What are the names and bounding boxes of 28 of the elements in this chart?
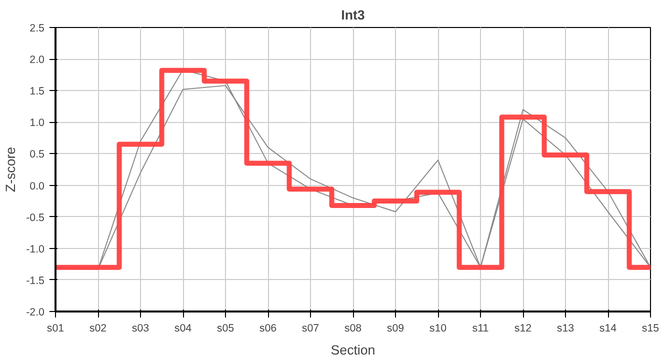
x-tick-label: s06 — [259, 322, 277, 334]
x-tick-label: s08 — [344, 322, 362, 334]
x-tick-label: s14 — [599, 322, 617, 334]
x-tick-label: s01 — [46, 322, 64, 334]
y-tick-label: 1.0 — [30, 117, 45, 130]
x-tick-label: s09 — [386, 322, 404, 334]
x-tick-label: s10 — [429, 322, 447, 334]
x-axis-title: Section — [330, 342, 376, 358]
x-tick-label: s12 — [514, 322, 532, 334]
x-tick-label: s15 — [642, 322, 660, 334]
y-tick-label: 2.0 — [30, 54, 45, 66]
x-tick-label: s03 — [132, 322, 150, 334]
y-tick-label: -0.5 — [26, 212, 45, 224]
y-tick-label: -1.5 — [26, 274, 45, 287]
x-tick-label: s07 — [302, 322, 320, 334]
y-tick-label: 0.0 — [30, 180, 45, 192]
chart-title: Int3 — [341, 8, 365, 22]
y-tick-label: -1.0 — [26, 243, 45, 256]
y-tick-label: 0.5 — [30, 148, 45, 161]
x-tick-label: s11 — [472, 322, 489, 334]
y-tick-label: -2.0 — [26, 306, 45, 318]
y-tick-label: 2.5 — [30, 22, 45, 34]
x-tick-label: s13 — [556, 322, 574, 334]
y-tick-label: 1.5 — [30, 86, 45, 98]
x-tick-label: s04 — [174, 322, 192, 334]
x-tick-label: s02 — [89, 322, 107, 334]
x-tick-label: s05 — [216, 322, 234, 334]
y-axis-title: Z-score — [3, 146, 18, 192]
